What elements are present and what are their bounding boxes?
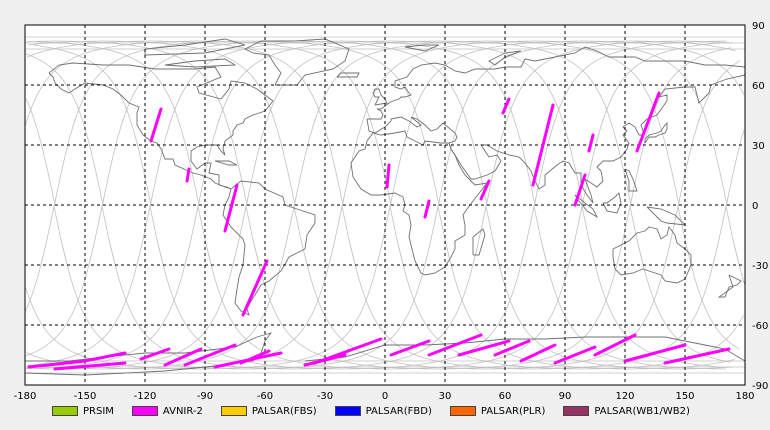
y-tick-label: 0 bbox=[752, 201, 758, 212]
coastline bbox=[243, 38, 350, 86]
x-tick-label: 90 bbox=[559, 391, 572, 402]
scene-strip bbox=[139, 347, 171, 361]
scene-strip bbox=[313, 337, 383, 365]
orbit-track bbox=[35, 40, 727, 370]
scene-strip bbox=[423, 199, 431, 219]
scene-strip bbox=[53, 361, 127, 371]
legend-swatch bbox=[449, 406, 476, 416]
scene-strip bbox=[223, 183, 239, 233]
y-tick-label: -90 bbox=[752, 381, 768, 392]
coastline bbox=[48, 62, 316, 316]
scene-strip bbox=[553, 345, 597, 365]
x-tick-label: 0 bbox=[382, 391, 388, 402]
scene-strip bbox=[573, 173, 587, 207]
x-tick-label: 120 bbox=[615, 391, 634, 402]
legend: PRSIM AVNIR-2 PALSAR(FBS) PALSAR(FBD) PALSAR… bbox=[52, 402, 708, 420]
orbit-track bbox=[27, 40, 731, 370]
legend-item: PRSIM bbox=[52, 406, 114, 417]
coastline bbox=[472, 228, 486, 256]
coastline bbox=[602, 192, 622, 214]
y-tick-label: 90 bbox=[752, 21, 765, 32]
coastline bbox=[624, 168, 638, 192]
legend-item: PALSAR(WB1/WB2) bbox=[563, 406, 690, 417]
x-tick-label: -30 bbox=[317, 391, 333, 402]
legend-item: AVNIR-2 bbox=[131, 405, 203, 417]
scene-strip bbox=[493, 339, 531, 357]
y-tick-label: -60 bbox=[752, 321, 768, 332]
scene-strip bbox=[587, 133, 595, 153]
scene-strip bbox=[241, 259, 269, 317]
scene-strip bbox=[663, 347, 731, 365]
legend-label: PRSIM bbox=[83, 405, 114, 417]
scene-strip bbox=[457, 339, 511, 357]
scene-strip bbox=[389, 339, 431, 357]
y-tick-label: 60 bbox=[752, 81, 765, 92]
scene-strip bbox=[479, 179, 491, 201]
coastline bbox=[644, 121, 668, 144]
coastline bbox=[372, 88, 388, 106]
y-tick-label: 30 bbox=[752, 141, 765, 152]
x-tick-label: -60 bbox=[257, 391, 273, 402]
coastline bbox=[350, 130, 489, 276]
scene-strip bbox=[213, 351, 283, 369]
orbit-track bbox=[26, 40, 740, 370]
coastline bbox=[404, 44, 440, 52]
legend-swatch bbox=[563, 406, 590, 416]
x-tick-label: -150 bbox=[74, 391, 97, 402]
x-tick-label: 60 bbox=[499, 391, 512, 402]
scene-strip bbox=[83, 351, 127, 363]
legend-label: AVNIR-2 bbox=[162, 405, 203, 417]
orbit-track bbox=[26, 40, 721, 370]
coastline bbox=[336, 72, 360, 78]
legend-item: PALSAR(FBD) bbox=[334, 405, 432, 417]
x-tick-label: 150 bbox=[675, 391, 694, 402]
scene-strip bbox=[623, 343, 687, 363]
scene-strip bbox=[385, 163, 391, 189]
coastline bbox=[214, 160, 238, 166]
legend-item: PALSAR(FBS) bbox=[220, 405, 317, 417]
scene-strip bbox=[635, 91, 661, 153]
coastline bbox=[366, 46, 746, 204]
legend-swatch bbox=[131, 406, 158, 416]
scene-strip bbox=[183, 343, 237, 367]
scene-strip bbox=[427, 333, 483, 357]
scene-strip bbox=[185, 167, 191, 183]
coastline bbox=[164, 58, 237, 68]
plot-frame bbox=[24, 24, 746, 386]
scene-strip bbox=[531, 103, 555, 187]
orbit-track bbox=[34, 40, 727, 370]
legend-label: PALSAR(FBS) bbox=[251, 405, 317, 417]
tick-labels: -180 -150 -120 -90 -60 -30 0 30 60 90 120 150 180 90 6… bbox=[14, 21, 769, 402]
legend-swatch bbox=[334, 406, 361, 416]
legend-swatch bbox=[220, 406, 247, 416]
orbit-track bbox=[24, 40, 745, 370]
scene-footprints bbox=[27, 91, 731, 371]
x-tick-label: -90 bbox=[197, 391, 213, 402]
legend-label: PALSAR(FBD) bbox=[365, 405, 432, 417]
x-tick-label: -120 bbox=[134, 391, 157, 402]
legend-item: PALSAR(PLR) bbox=[449, 405, 546, 417]
coastline bbox=[612, 225, 692, 284]
x-tick-label: -180 bbox=[14, 391, 37, 402]
x-tick-label: 30 bbox=[439, 391, 452, 402]
scene-strip bbox=[501, 97, 511, 115]
scene-strip bbox=[149, 107, 163, 143]
orbit-track bbox=[25, 40, 721, 370]
legend-label: PALSAR(PLR) bbox=[480, 405, 546, 417]
coastline bbox=[24, 332, 273, 376]
y-tick-label: -30 bbox=[752, 261, 768, 272]
coastline bbox=[488, 50, 522, 66]
x-tick-label: 180 bbox=[735, 391, 754, 402]
legend-label: PALSAR(WB1/WB2) bbox=[594, 405, 690, 417]
scene-strip bbox=[593, 333, 637, 357]
legend-swatch bbox=[52, 406, 78, 416]
scene-strip bbox=[519, 343, 557, 363]
coastline bbox=[717, 274, 742, 298]
scene-strip bbox=[163, 347, 203, 367]
scene-strip bbox=[27, 359, 87, 369]
coastline bbox=[574, 194, 599, 219]
